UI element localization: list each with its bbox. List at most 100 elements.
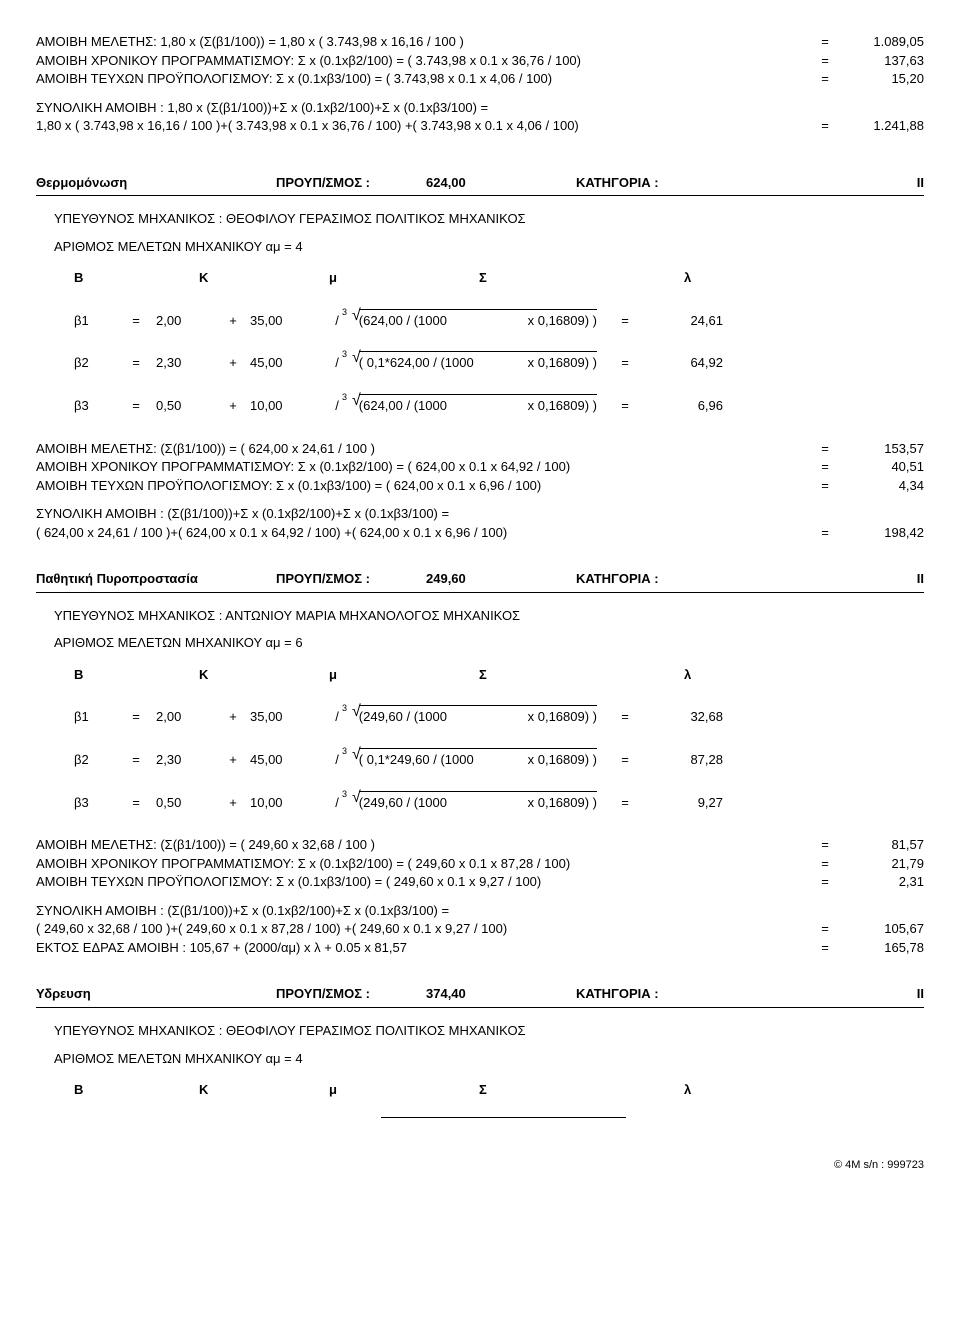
total-row: ( 249,60 x 32,68 / 100 )+( 249,60 x 0.1 … — [36, 920, 924, 938]
equals: = — [811, 70, 839, 88]
equals: = — [116, 312, 156, 330]
fee-row: AMOIBH ΧΡΟΝΙΚΟΥ ΠΡΟΓΡΑΜΜΑΤΙΣΜΟΥ: Σ x (0.… — [36, 52, 924, 70]
col-B: Β — [36, 666, 199, 684]
beta-B: 0,50 — [156, 397, 216, 415]
root-expr-right: x 0,16809) ) — [528, 354, 597, 372]
section-title: Παθητική Πυροπροστασία — [36, 570, 276, 588]
label: ΑΜΟΙΒΗ ΤΕΥΧΩΝ ΠΡΟΫΠΟΛΟΓΙΣΜΟΥ: Σ x (0.1xβ… — [36, 873, 811, 891]
plus: + — [216, 312, 250, 330]
fee-row: ΑΜΟΙΒΗ ΜΕΛΕΤΗΣ: (Σ(β1/100)) = ( 249,60 x… — [36, 836, 924, 854]
fee-row: ΑΜΟΙΒΗ ΤΕΥΧΩΝ ΠΡΟΫΠΟΛΟΓΙΣΜΟΥ: Σ x (0.1xβ… — [36, 873, 924, 891]
cube-root: 3√( 0,1*624,00 / (1000x 0,16809) ) — [352, 351, 597, 372]
beta-result: 9,27 — [653, 794, 723, 812]
beta-row: β3=0,50+10,00/3√(624,00 / (1000x 0,16809… — [36, 394, 924, 415]
fee-row: ΑΜΟΙΒΗ ΤΕΥΧΩΝ ΠΡΟΫΠΟΛΟΓΙΣΜΟΥ: Σ x (0.1xβ… — [36, 70, 924, 88]
category-label: ΚΑΤΗΓΟΡΙΑ : — [576, 570, 736, 588]
engineer: ΥΠΕΥΘΥΝΟΣ ΜΗΧΑΝΙΚΟΣ : ΘΕΟΦΙΛΟΥ ΓΕΡΑΣΙΜΟΣ… — [36, 210, 924, 228]
cube-root: 3√(624,00 / (1000x 0,16809) ) — [352, 309, 597, 330]
equals: = — [811, 33, 839, 51]
label: ( 249,60 x 32,68 / 100 )+( 249,60 x 0.1 … — [36, 920, 811, 938]
col-S: Σ — [479, 269, 684, 287]
beta-name: β3 — [36, 794, 116, 812]
equals: = — [597, 708, 653, 726]
value: 40,51 — [839, 458, 924, 476]
equals: = — [116, 794, 156, 812]
budget-label: ΠΡΟΥΠ/ΣΜΟΣ : — [276, 174, 426, 192]
plus: + — [216, 397, 250, 415]
value: 2,31 — [839, 873, 924, 891]
label: ΑΜΟΙΒΗ ΜΕΛΕΤΗΣ: (Σ(β1/100)) = ( 249,60 x… — [36, 836, 811, 854]
root-expr-right: x 0,16809) ) — [528, 794, 597, 812]
slash: / — [322, 708, 352, 726]
category-value: II — [736, 570, 924, 588]
table-header: Β Κ μ Σ λ — [36, 269, 924, 287]
extra-row: ΕΚΤΟΣ ΕΔΡΑΣ ΑΜΟΙΒΗ : 105,67 + (2000/αμ) … — [36, 939, 924, 957]
plus: + — [216, 751, 250, 769]
root-expr-left: (624,00 / (1000 — [359, 397, 447, 415]
section-header: Υδρευση ΠΡΟΥΠ/ΣΜΟΣ : 374,40 ΚΑΤΗΓΟΡΙΑ : … — [36, 985, 924, 1003]
cube-root: 3√(249,60 / (1000x 0,16809) ) — [352, 791, 597, 812]
beta-B: 0,50 — [156, 794, 216, 812]
equals: = — [597, 397, 653, 415]
beta-result: 24,61 — [653, 312, 723, 330]
footer: © 4M s/n : 999723 — [36, 1158, 924, 1173]
table-header: Β Κ μ Σ λ — [36, 1081, 924, 1099]
label: ( 624,00 x 24,61 / 100 )+( 624,00 x 0.1 … — [36, 524, 811, 542]
section-header: Παθητική Πυροπροστασία ΠΡΟΥΠ/ΣΜΟΣ : 249,… — [36, 570, 924, 588]
beta-name: β3 — [36, 397, 116, 415]
budget-value: 374,40 — [426, 985, 576, 1003]
engineer: ΥΠΕΥΘΥΝΟΣ ΜΗΧΑΝΙΚΟΣ : ΘΕΟΦΙΛΟΥ ΓΕΡΑΣΙΜΟΣ… — [36, 1022, 924, 1040]
divider — [36, 195, 924, 196]
fee-row: ΑΜΟΙΒΗ ΜΕΛΕΤΗΣ: (Σ(β1/100)) = ( 624,00 x… — [36, 440, 924, 458]
value: 4,34 — [839, 477, 924, 495]
beta-result: 64,92 — [653, 354, 723, 372]
fee-row: AMOIBH ΧΡΟΝΙΚΟΥ ΠΡΟΓΡΑΜΜΑΤΙΣΜΟΥ: Σ x (0.… — [36, 458, 924, 476]
root-expr-right: x 0,16809) ) — [528, 312, 597, 330]
value: 137,63 — [839, 52, 924, 70]
label: ΑΜΟΙΒΗ ΤΕΥΧΩΝ ΠΡΟΫΠΟΛΟΓΙΣΜΟΥ: Σ x (0.1xβ… — [36, 477, 811, 495]
total-label: ΣΥΝΟΛΙΚΗ ΑΜΟΙΒΗ : (Σ(β1/100))+Σ x (0.1xβ… — [36, 505, 924, 523]
beta-B: 2,30 — [156, 751, 216, 769]
col-B: Β — [36, 269, 199, 287]
section-title: Θερμομόνωση — [36, 174, 276, 192]
root-expr-right: x 0,16809) ) — [528, 751, 597, 769]
root-vinculum — [381, 1117, 626, 1118]
slash: / — [322, 794, 352, 812]
study-count: ΑΡΙΘΜΟΣ ΜΕΛΕΤΩΝ ΜΗΧΑΝΙΚΟΥ αμ = 4 — [36, 238, 924, 256]
value: 105,67 — [839, 920, 924, 938]
equals: = — [811, 117, 839, 135]
col-lambda: λ — [684, 666, 924, 684]
beta-name: β1 — [36, 708, 116, 726]
slash: / — [322, 312, 352, 330]
budget-value: 249,60 — [426, 570, 576, 588]
value: 1.089,05 — [839, 33, 924, 51]
beta-row: β2=2,30+45,00/3√( 0,1*624,00 / (1000x 0,… — [36, 351, 924, 372]
equals: = — [116, 751, 156, 769]
section-header: Θερμομόνωση ΠΡΟΥΠ/ΣΜΟΣ : 624,00 ΚΑΤΗΓΟΡΙ… — [36, 174, 924, 192]
label: AMOIBH ΧΡΟΝΙΚΟΥ ΠΡΟΓΡΑΜΜΑΤΙΣΜΟΥ: Σ x (0.… — [36, 855, 811, 873]
divider — [36, 592, 924, 593]
beta-row: β1=2,00+35,00/3√(249,60 / (1000x 0,16809… — [36, 705, 924, 726]
value: 81,57 — [839, 836, 924, 854]
total-label: ΣΥΝΟΛΙΚΗ ΑΜΟΙΒΗ : (Σ(β1/100))+Σ x (0.1xβ… — [36, 902, 924, 920]
beta-result: 6,96 — [653, 397, 723, 415]
study-count: ΑΡΙΘΜΟΣ ΜΕΛΕΤΩΝ ΜΗΧΑΝΙΚΟΥ αμ = 4 — [36, 1050, 924, 1068]
value: 21,79 — [839, 855, 924, 873]
value: 153,57 — [839, 440, 924, 458]
budget-label: ΠΡΟΥΠ/ΣΜΟΣ : — [276, 985, 426, 1003]
label: AMOIBH ΧΡΟΝΙΚΟΥ ΠΡΟΓΡΑΜΜΑΤΙΣΜΟΥ: Σ x (0.… — [36, 52, 811, 70]
col-S: Σ — [479, 1081, 684, 1099]
slash: / — [322, 751, 352, 769]
study-count: ΑΡΙΘΜΟΣ ΜΕΛΕΤΩΝ ΜΗΧΑΝΙΚΟΥ αμ = 6 — [36, 634, 924, 652]
plus: + — [216, 354, 250, 372]
slash: / — [322, 354, 352, 372]
col-mu: μ — [329, 1081, 479, 1099]
label: ΑΜΟΙΒΗ ΤΕΥΧΩΝ ΠΡΟΫΠΟΛΟΓΙΣΜΟΥ: Σ x (0.1xβ… — [36, 70, 811, 88]
beta-name: β2 — [36, 751, 116, 769]
category-value: II — [736, 985, 924, 1003]
root-expr-left: ( 0,1*624,00 / (1000 — [359, 354, 474, 372]
beta-name: β1 — [36, 312, 116, 330]
fee-row: ΑΜΟΙΒΗ ΜΕΛΕΤΗΣ: 1,80 x (Σ(β1/100)) = 1,8… — [36, 33, 924, 51]
budget-label: ΠΡΟΥΠ/ΣΜΟΣ : — [276, 570, 426, 588]
equals: = — [597, 312, 653, 330]
